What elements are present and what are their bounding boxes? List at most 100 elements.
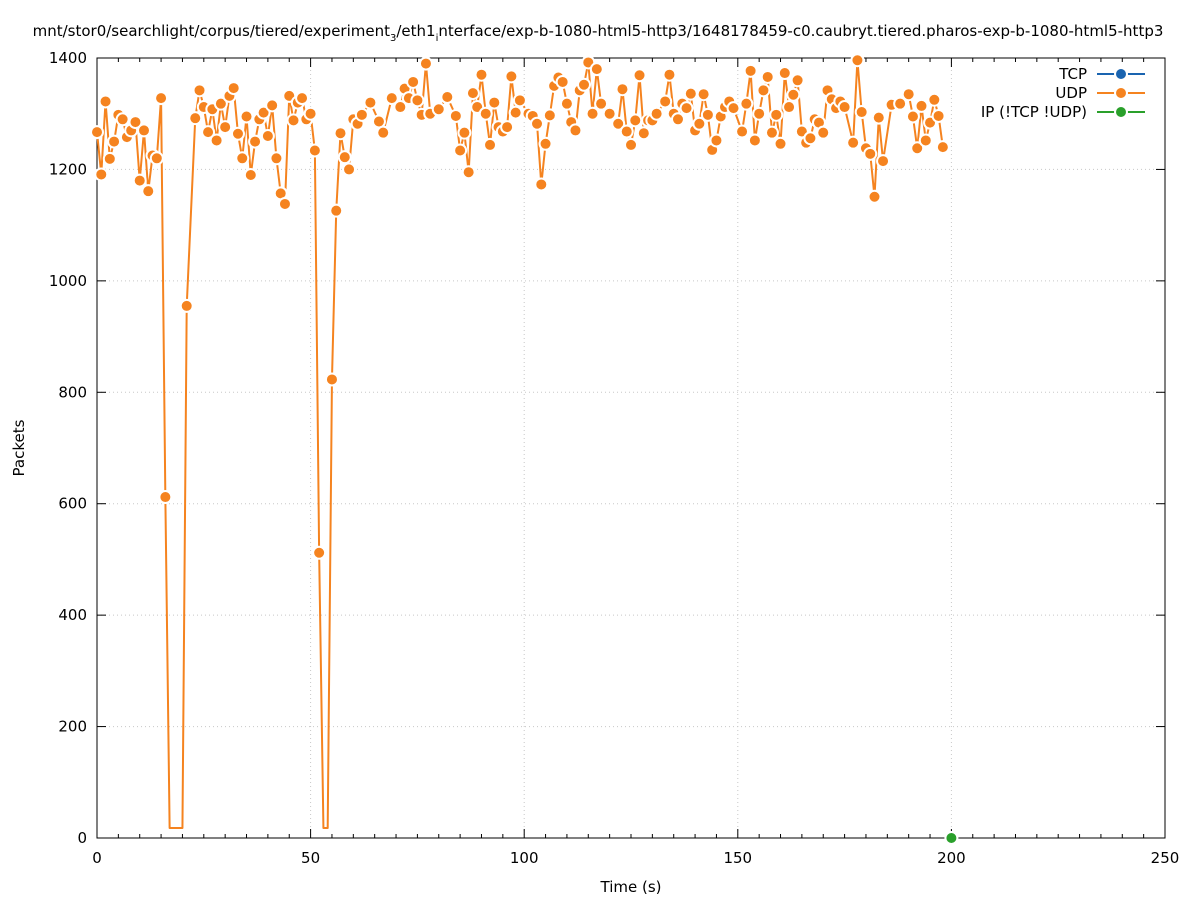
- data-point-udp: [670, 112, 685, 127]
- data-point-udp: [295, 91, 310, 106]
- data-point-udp: [260, 129, 275, 143]
- data-point-udp: [709, 133, 724, 148]
- data-point-udp: [649, 106, 664, 121]
- data-point-udp: [149, 151, 164, 166]
- data-point-udp: [782, 100, 797, 115]
- x-tick-label: 50: [301, 849, 320, 867]
- data-point-udp: [901, 87, 916, 102]
- data-point-udp: [760, 69, 775, 84]
- y-tick-label: 200: [58, 718, 87, 736]
- data-point-udp: [141, 184, 156, 199]
- data-point-udp: [863, 146, 878, 161]
- axis-ticks: 0 50 100 150 200 250 0 200 400 600 800 1000 1200 1400: [49, 49, 1180, 867]
- data-point-udp: [683, 86, 698, 101]
- data-point-udp: [286, 113, 301, 128]
- data-point-udp: [927, 92, 942, 107]
- y-tick-label: 1400: [49, 49, 87, 67]
- data-point-udp: [854, 105, 869, 120]
- data-point-udp: [508, 105, 523, 120]
- data-point-udp: [615, 82, 630, 97]
- data-point-udp: [342, 162, 357, 177]
- data-point-udp: [867, 189, 882, 204]
- data-point-udp: [679, 101, 694, 116]
- data-point-udp: [440, 90, 455, 104]
- data-point-udp: [307, 143, 322, 158]
- data-point-udp: [918, 133, 933, 148]
- y-tick-label: 1000: [49, 272, 87, 290]
- data-point-udp: [619, 124, 634, 139]
- data-point-udp: [636, 126, 651, 141]
- data-point-udp: [752, 106, 767, 121]
- data-point-udp: [107, 134, 122, 149]
- data-point-udp: [931, 108, 946, 123]
- data-point-udp: [324, 372, 339, 387]
- data-point-udp: [277, 196, 292, 211]
- data-point-udp: [611, 116, 626, 131]
- data-point-udp: [585, 106, 600, 121]
- data-point-udp: [265, 98, 280, 113]
- legend-label: IP (!TCP !UDP): [981, 103, 1087, 121]
- data-point-udp: [115, 112, 130, 127]
- y-axis-label: Packets: [10, 419, 28, 476]
- data-point-udp: [577, 77, 592, 92]
- x-tick-label: 250: [1151, 849, 1180, 867]
- data-point-udp: [769, 107, 784, 122]
- legend-label: TCP: [1058, 65, 1087, 83]
- data-point-udp: [500, 120, 515, 135]
- data-point-udp: [478, 106, 493, 121]
- data-point-udp: [935, 140, 950, 155]
- data-point-udp: [333, 126, 348, 141]
- data-point-udp: [98, 94, 113, 109]
- data-point-udp: [213, 96, 228, 111]
- data-point-udp: [474, 67, 489, 82]
- data-point-udp: [465, 86, 480, 101]
- data-point-udp: [354, 107, 369, 122]
- data-point-udp: [803, 131, 818, 146]
- data-point-udp: [530, 116, 545, 131]
- data-point-udp: [363, 95, 378, 110]
- data-point-udp: [209, 133, 224, 148]
- data-point-udp: [876, 154, 891, 169]
- chart-title: mnt/stor0/searchlight/corpus/tiered/expe…: [33, 22, 1164, 44]
- data-point-udp: [393, 100, 408, 115]
- data-point-udp: [816, 125, 831, 140]
- data-point-udp: [624, 137, 638, 152]
- data-point-udp: [457, 125, 472, 140]
- data-point-udp: [303, 106, 318, 121]
- data-point-udp: [243, 168, 258, 182]
- x-tick-label: 0: [92, 849, 102, 867]
- data-point-udp: [218, 120, 233, 135]
- data-point-udp: [201, 125, 216, 140]
- data-point-udp: [628, 113, 643, 128]
- data-point-udp: [594, 96, 609, 111]
- data-point-udp: [914, 98, 929, 113]
- x-tick-label: 100: [510, 849, 539, 867]
- data-point-udp: [534, 177, 549, 192]
- data-point-udp: [846, 135, 861, 150]
- legend-marker: [1114, 105, 1128, 119]
- data-point-udp: [235, 151, 250, 166]
- data-point-udp: [136, 123, 151, 138]
- legend-label: UDP: [1055, 84, 1087, 102]
- data-point-udp: [837, 100, 852, 115]
- y-tick-label: 800: [58, 383, 87, 401]
- data-point-udp: [312, 545, 327, 560]
- x-tick-label: 200: [937, 849, 966, 867]
- data-point-udp: [747, 133, 762, 148]
- data-point-udp: [188, 111, 203, 126]
- data-point-udp: [90, 125, 104, 140]
- x-axis-label: Time (s): [600, 878, 662, 896]
- data-point-udp: [735, 124, 750, 139]
- y-tick-label: 400: [58, 606, 87, 624]
- data-point-udp: [376, 125, 391, 140]
- data-point-udp: [102, 151, 117, 166]
- data-point-udp: [158, 490, 173, 505]
- y-tick-label: 600: [58, 495, 87, 513]
- data-point-udp: [248, 134, 263, 149]
- data-point-udp: [700, 107, 715, 122]
- data-point-udp: [905, 109, 920, 124]
- chart-title-part-b: /eth1: [396, 22, 435, 40]
- data-point-udp: [337, 150, 352, 165]
